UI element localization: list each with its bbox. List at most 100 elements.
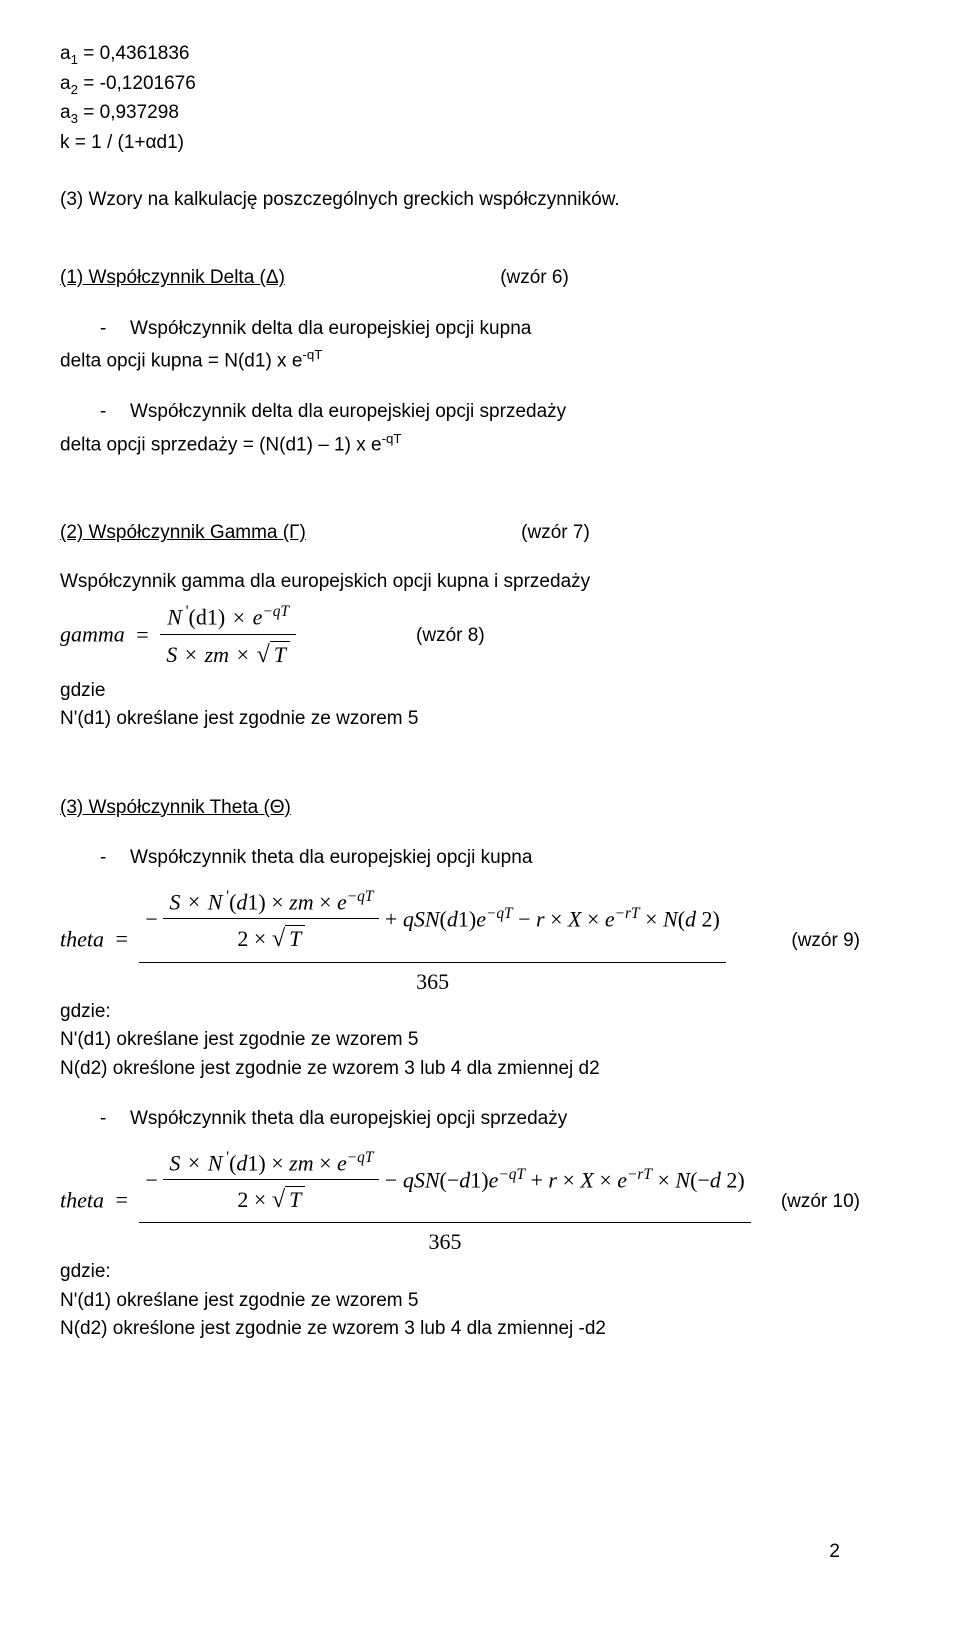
const-a3: a3 = 0,937298: [60, 99, 900, 129]
theta-b1-text: Współczynnik theta dla europejskiej opcj…: [130, 844, 532, 873]
delta-bullet-1: - Współczynnik delta dla europejskiej op…: [100, 315, 900, 344]
delta-eq2-sup: -qT: [382, 431, 402, 446]
theta-inner-frac: S × N '(d1) × zm × e−qT 2 × √T: [163, 885, 379, 958]
theta-outer-num: − S × N '(d1) × zm × e−qT 2 × √T + qSN(d…: [139, 885, 725, 962]
delta-b1-text: Współczynnik delta dla europejskiej opcj…: [130, 315, 531, 344]
theta-formula1-row: theta = − S × N '(d1) × zm × e−qT 2 × √T…: [60, 885, 900, 998]
gamma-lhs: gamma: [60, 622, 125, 647]
t-sqrt: T: [283, 922, 305, 955]
theta-gdzie-2: gdzie:: [60, 1258, 900, 1287]
delta-eq1: delta opcji kupna = N(d1) x e-qT: [60, 345, 900, 376]
theta-inner-den-2: 2 × √T: [163, 1179, 379, 1218]
theta-bullet-2: - Współczynnik theta dla europejskiej op…: [100, 1105, 900, 1134]
gamma-formula: gamma = N '(d1) × e−qT S × zm × √T: [60, 600, 296, 673]
t-num-sup: −qT: [347, 888, 374, 905]
a3-sub: 3: [71, 111, 78, 126]
gamma-note: N'(d1) określane jest zgodnie ze wzorem …: [60, 705, 900, 734]
gap: [60, 734, 900, 794]
gap: [60, 822, 900, 842]
gamma-den-a: S × zm ×: [166, 642, 256, 667]
t2-sqrt-t: T: [285, 1186, 305, 1212]
gap: [60, 548, 900, 568]
t2-rest2c: × N(−d 2): [652, 1167, 745, 1192]
t2-num-sup: −qT: [347, 1149, 374, 1166]
theta-formula2-row: theta = − S × N '(d1) × zm × e−qT 2 × √T…: [60, 1146, 900, 1259]
t2-num-a: S × N: [169, 1150, 222, 1175]
t-rest1c: × N(d 2): [640, 906, 720, 931]
a1-rest: = 0,4361836: [78, 43, 189, 64]
theta-lhs2: theta: [60, 1187, 104, 1212]
gamma-den: S × zm × √T: [160, 634, 296, 673]
theta-outer-frac-2: − S × N '(d1) × zm × e−qT 2 × √T − qSN(−…: [139, 1146, 750, 1259]
theta-note2b: N(d2) określone jest zgodnie ze wzorem 3…: [60, 1315, 900, 1344]
bullet-dash: -: [100, 1105, 130, 1134]
a2-sym: a: [60, 73, 71, 94]
t2-rest2sup2: −rT: [627, 1166, 652, 1183]
t2-sqrt: T: [283, 1183, 305, 1216]
bullet-dash: -: [100, 398, 130, 427]
t-rest1sup2: −rT: [615, 905, 640, 922]
gamma-eq: =: [130, 622, 154, 647]
delta-eq1-sup: -qT: [302, 347, 322, 362]
constants-block: a1 = 0,4361836 a2 = -0,1201676 a3 = 0,93…: [60, 40, 900, 158]
theta-wz10: (wzór 10): [781, 1188, 900, 1217]
theta-inner-num-2: S × N '(d1) × zm × e−qT: [163, 1146, 379, 1179]
theta-outer-den-2: 365: [139, 1222, 750, 1258]
t-num-a: S × N: [169, 889, 222, 914]
theta-heading-row: (3) Współczynnik Theta (Θ): [60, 794, 900, 823]
t-rest1b: − r × X × e: [513, 906, 615, 931]
a3-sym: a: [60, 102, 71, 123]
theta-inner-den: 2 × √T: [163, 918, 379, 957]
delta-eq1-a: delta opcji kupna = N(d1) x e: [60, 351, 302, 372]
gamma-e: e: [253, 605, 263, 630]
const-k: k = 1 / (1+αd1): [60, 129, 900, 158]
t2-den-a: 2 ×: [237, 1187, 271, 1212]
gap: [60, 1136, 900, 1146]
a2-sub: 2: [71, 82, 78, 97]
theta-lhs: theta: [60, 926, 104, 951]
page-number: 2: [829, 1538, 840, 1567]
t2-rest2a: qSN(−d1)e: [403, 1167, 499, 1192]
gamma-heading-row: (2) Współczynnik Gamma (Γ) (wzór 7): [60, 519, 900, 548]
theta-minus2: −: [145, 1167, 157, 1192]
theta-gdzie-1: gdzie:: [60, 998, 900, 1027]
theta-note1b: N(d2) określone jest zgodnie ze wzorem 3…: [60, 1055, 900, 1084]
delta-b2-text: Współczynnik delta dla europejskiej opcj…: [130, 398, 566, 427]
theta-eq2: =: [110, 1187, 134, 1212]
bullet-dash: -: [100, 844, 130, 873]
const-a2: a2 = -0,1201676: [60, 70, 900, 100]
theta-eq: =: [110, 926, 134, 951]
t2-minus2: −: [385, 1167, 403, 1192]
delta-wz: (wzór 6): [500, 264, 569, 293]
a3-rest: = 0,937298: [78, 102, 179, 123]
gamma-prime: ': [182, 603, 189, 620]
gamma-num-d1: (d1): [189, 605, 226, 630]
theta-wz9: (wzór 9): [791, 927, 900, 956]
t-den-a: 2 ×: [237, 926, 271, 951]
theta-formula-1: theta = − S × N '(d1) × zm × e−qT 2 × √T…: [60, 885, 726, 998]
page-container: a1 = 0,4361836 a2 = -0,1201676 a3 = 0,93…: [60, 40, 900, 1586]
gamma-num-sup: −qT: [262, 603, 289, 620]
theta-bullet-1: - Współczynnik theta dla europejskiej op…: [100, 844, 900, 873]
a1-sym: a: [60, 43, 71, 64]
gap: [60, 875, 900, 885]
t-rest1a: qSN(d1)e: [403, 906, 486, 931]
theta-inner-frac-2: S × N '(d1) × zm × e−qT 2 × √T: [163, 1146, 379, 1219]
t2-rest2b: + r × X × e: [525, 1167, 627, 1192]
gamma-gdzie: gdzie: [60, 677, 900, 706]
gamma-formula-row: gamma = N '(d1) × e−qT S × zm × √T (wzór…: [60, 600, 900, 673]
delta-heading: (1) Współczynnik Delta (Δ): [60, 267, 285, 288]
gamma-desc: Współczynnik gamma dla europejskich opcj…: [60, 568, 900, 597]
gamma-num: N '(d1) × e−qT: [160, 600, 296, 633]
theta-b2-text: Współczynnik theta dla europejskiej opcj…: [130, 1105, 567, 1134]
theta-minus: −: [145, 906, 157, 931]
delta-bullet-2: - Współczynnik delta dla europejskiej op…: [100, 398, 900, 427]
theta-inner-num: S × N '(d1) × zm × e−qT: [163, 885, 379, 918]
gamma-wz8: (wzór 8): [416, 622, 485, 651]
delta-eq2: delta opcji sprzedaży = (N(d1) – 1) x e-…: [60, 429, 900, 460]
theta-formula-2: theta = − S × N '(d1) × zm × e−qT 2 × √T…: [60, 1146, 751, 1259]
gamma-times: ×: [225, 605, 252, 630]
theta-note2a: N'(d1) określane jest zgodnie ze wzorem …: [60, 1287, 900, 1316]
t-plus: +: [385, 906, 403, 931]
delta-heading-row: (1) Współczynnik Delta (Δ) (wzór 6): [60, 264, 900, 293]
